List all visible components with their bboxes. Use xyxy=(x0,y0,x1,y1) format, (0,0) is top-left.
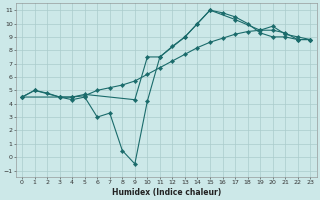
X-axis label: Humidex (Indice chaleur): Humidex (Indice chaleur) xyxy=(112,188,221,197)
